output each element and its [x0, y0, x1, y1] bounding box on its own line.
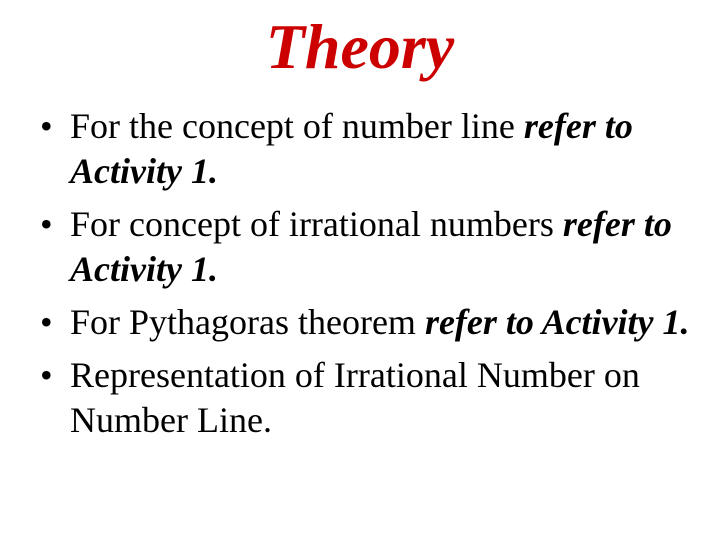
- bullet-item: For the concept of number line refer to …: [30, 104, 690, 194]
- bullet-text-plain: For concept of irrational numbers: [70, 204, 563, 244]
- bullet-item: For concept of irrational numbers refer …: [30, 202, 690, 292]
- slide-title: Theory: [30, 10, 690, 84]
- bullet-item: Representation of Irrational Number on N…: [30, 353, 690, 443]
- bullet-list: For the concept of number line refer to …: [30, 104, 690, 443]
- bullet-text-plain: For Pythagoras theorem: [70, 302, 425, 342]
- bullet-text-plain: Representation of Irrational Number on N…: [70, 355, 640, 440]
- bullet-text-plain: For the concept of number line: [70, 106, 524, 146]
- bullet-text-emphasis: refer to Activity 1.: [425, 302, 690, 342]
- bullet-item: For Pythagoras theorem refer to Activity…: [30, 300, 690, 345]
